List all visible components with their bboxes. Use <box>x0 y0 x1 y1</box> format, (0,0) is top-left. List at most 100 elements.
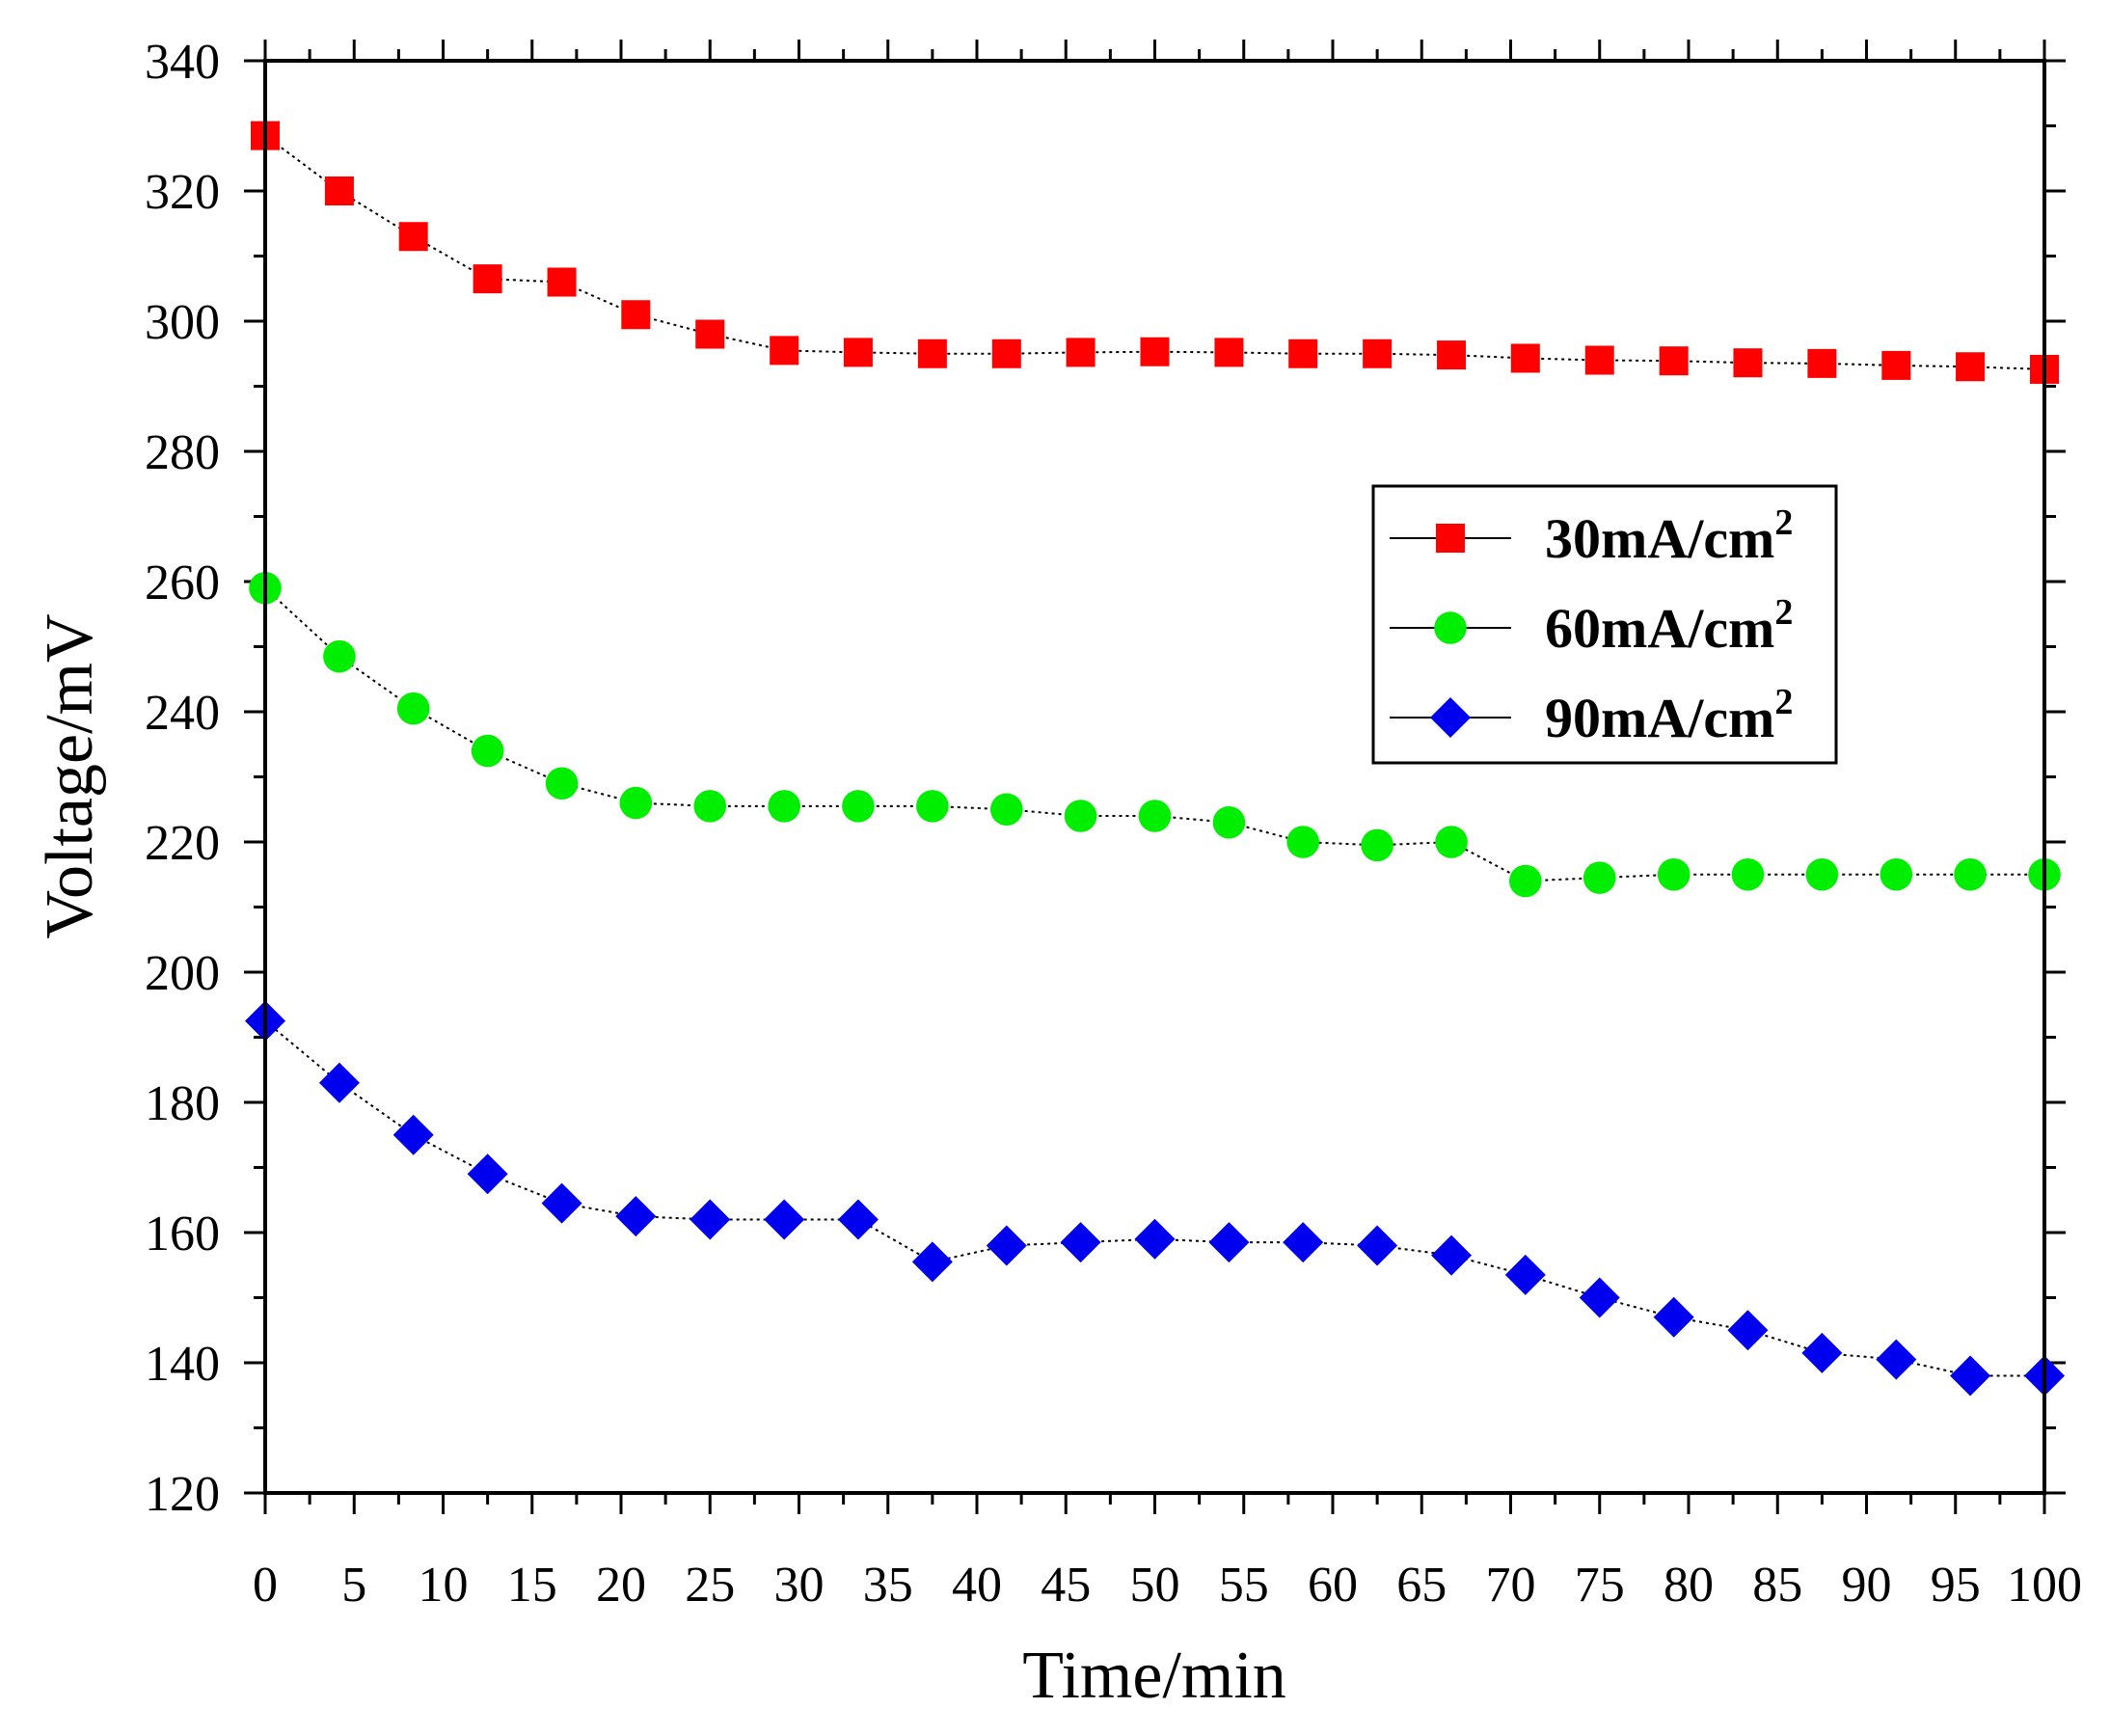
data-point <box>986 1225 1027 1266</box>
y-tick-label: 300 <box>145 295 220 350</box>
data-point <box>837 1199 879 1240</box>
data-point <box>1283 1222 1324 1263</box>
data-point <box>843 338 873 367</box>
data-point <box>621 300 651 330</box>
x-tick-label: 70 <box>1486 1558 1536 1613</box>
data-point <box>1801 1332 1843 1373</box>
data-point <box>1579 1277 1620 1318</box>
data-point <box>1733 348 1763 378</box>
data-point <box>398 222 428 252</box>
data-point <box>1954 857 1987 891</box>
data-point <box>917 339 947 368</box>
data-point <box>318 1062 360 1103</box>
data-point <box>619 786 653 820</box>
data-point <box>324 176 354 205</box>
data-point <box>1584 345 1614 375</box>
legend-marker <box>1430 697 1471 738</box>
data-point <box>990 793 1023 827</box>
data-point <box>1140 337 1170 366</box>
data-point <box>1288 339 1318 368</box>
x-tick-label: 15 <box>507 1558 557 1613</box>
data-point <box>690 1199 731 1240</box>
y-tick-label: 340 <box>145 35 220 90</box>
data-point <box>473 264 502 294</box>
data-point <box>1805 857 1839 891</box>
data-point <box>1956 352 1986 382</box>
data-point <box>1950 1355 1991 1397</box>
data-point <box>764 1199 805 1240</box>
legend-marker <box>1434 611 1467 644</box>
data-point <box>1134 1218 1176 1260</box>
axis-ticks <box>244 40 2066 1514</box>
x-tick-label: 55 <box>1219 1558 1269 1613</box>
data-point <box>1066 338 1096 367</box>
y-tick-label: 220 <box>145 816 220 871</box>
data-point <box>1807 348 1837 378</box>
data-point <box>1431 1234 1473 1276</box>
x-tick-label: 10 <box>419 1558 469 1613</box>
data-point <box>1876 1339 1917 1380</box>
y-tick-label: 320 <box>145 165 220 220</box>
x-axis-label: Time/min <box>1022 1639 1286 1713</box>
y-tick-label: 240 <box>145 686 220 741</box>
data-point <box>1212 805 1246 839</box>
data-point <box>1286 826 1319 858</box>
data-point <box>1653 1296 1694 1338</box>
data-point <box>1363 339 1393 368</box>
data-point <box>1510 343 1540 373</box>
data-point <box>1727 1310 1769 1351</box>
data-point <box>695 319 725 349</box>
data-point <box>545 767 579 800</box>
x-tick-label: 85 <box>1752 1558 1802 1613</box>
x-tick-label: 0 <box>253 1558 278 1613</box>
series-diamond <box>245 1000 2065 1397</box>
data-point <box>1208 1222 1250 1263</box>
data-point <box>1659 346 1689 376</box>
x-tick-label: 60 <box>1308 1558 1358 1613</box>
x-tick-label: 90 <box>1842 1558 1892 1613</box>
x-tick-label: 25 <box>685 1558 735 1613</box>
data-point <box>842 790 875 823</box>
x-tick-label: 40 <box>952 1558 1002 1613</box>
legend-label: 60mA/cm2 <box>1545 592 1793 660</box>
data-point <box>1731 857 1765 891</box>
data-point <box>471 734 504 768</box>
data-point <box>392 1114 434 1155</box>
x-tick-label: 100 <box>2007 1558 2082 1613</box>
y-tick-label: 160 <box>145 1207 220 1261</box>
data-point <box>1657 857 1691 891</box>
y-tick-label: 260 <box>145 556 220 610</box>
data-point <box>916 790 949 823</box>
data-point <box>1880 857 1913 891</box>
plot-frame <box>263 59 2046 1495</box>
data-point <box>911 1241 953 1283</box>
data-point <box>1509 864 1542 898</box>
legend: 30mA/cm2 60mA/cm2 90mA/cm2 <box>1371 484 1838 765</box>
data-point <box>541 1182 582 1224</box>
y-tick-label: 280 <box>145 425 220 480</box>
data-point <box>467 1153 508 1195</box>
x-tick-label: 80 <box>1664 1558 1714 1613</box>
data-point <box>770 336 799 366</box>
x-tick-label: 20 <box>596 1558 646 1613</box>
axis-tick-labels: 0 5 10 15 20 25 30 35 40 45 50 55 60 65 70 75 80 85 90 95 10… <box>145 35 2082 1613</box>
y-axis-label: Voltage/mV <box>33 613 107 938</box>
data-point <box>1361 828 1393 862</box>
data-point <box>1437 340 1467 370</box>
data-point <box>615 1196 657 1237</box>
y-tick-label: 140 <box>145 1337 220 1392</box>
plot-series <box>245 121 2065 1397</box>
y-tick-label: 200 <box>145 946 220 1001</box>
data-point <box>323 639 356 673</box>
x-tick-label: 35 <box>863 1558 913 1613</box>
series-circle <box>249 571 2061 898</box>
data-point <box>1435 826 1468 858</box>
x-tick-label: 45 <box>1041 1558 1091 1613</box>
data-point <box>991 339 1021 368</box>
legend-label: 90mA/cm2 <box>1545 682 1793 749</box>
x-tick-label: 65 <box>1396 1558 1447 1613</box>
data-point <box>547 267 577 297</box>
data-point <box>1357 1225 1398 1266</box>
